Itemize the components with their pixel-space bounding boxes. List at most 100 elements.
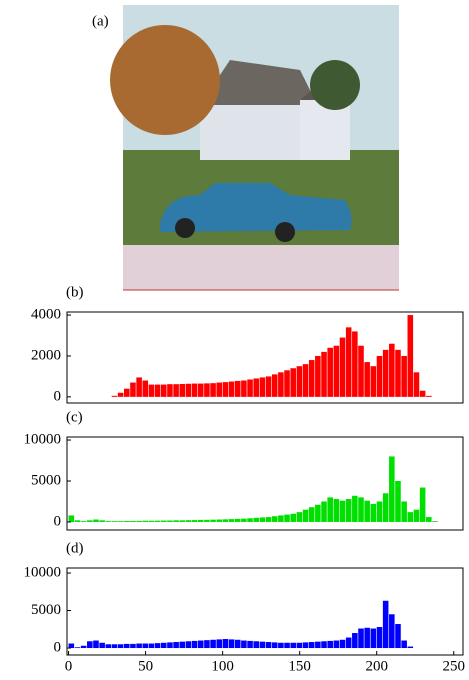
bar: [247, 518, 253, 522]
bar: [253, 641, 259, 648]
bar: [334, 499, 340, 522]
bar: [340, 338, 346, 397]
bar: [334, 641, 340, 649]
y-tick-label: 5000: [31, 602, 61, 618]
bar: [401, 356, 407, 397]
bar: [143, 644, 149, 649]
bar: [383, 350, 389, 397]
bar: [130, 644, 136, 648]
bar: [81, 521, 87, 522]
bar: [290, 514, 296, 522]
bar: [426, 517, 432, 522]
bar: [186, 384, 192, 397]
bar: [321, 352, 327, 397]
bar: [124, 389, 130, 397]
bar: [358, 497, 364, 522]
bar: [284, 370, 290, 397]
bar: [346, 638, 352, 649]
bar: [161, 521, 167, 522]
bar: [241, 641, 247, 649]
bar: [216, 639, 222, 648]
bar: [408, 512, 414, 522]
bar: [136, 377, 142, 396]
bar: [161, 643, 167, 648]
panel-label: (d): [66, 540, 84, 556]
bar: [247, 641, 253, 648]
bar: [229, 519, 235, 522]
bar: [272, 374, 278, 396]
bar: [297, 512, 303, 522]
bar: [297, 366, 303, 397]
bar: [315, 356, 321, 397]
bar: [309, 642, 315, 648]
bar: [155, 521, 161, 522]
bar: [290, 643, 296, 648]
bar: [383, 601, 389, 648]
bar: [81, 646, 87, 648]
bar: [284, 515, 290, 522]
x-tick-label: 50: [138, 658, 153, 674]
bar: [118, 644, 124, 648]
bar: [260, 517, 266, 522]
bar: [272, 516, 278, 522]
bar: [155, 643, 161, 648]
bar: [192, 641, 198, 648]
bar: [260, 642, 266, 648]
figure: (a) (b)020004000(c)0500010000(d)05000100…: [0, 0, 469, 680]
bar: [118, 393, 124, 397]
bar: [266, 642, 272, 648]
bar: [167, 384, 173, 397]
bar: [223, 382, 229, 397]
bar: [395, 481, 401, 522]
x-tick-label: 150: [288, 658, 311, 674]
bar: [198, 641, 204, 649]
bar: [340, 501, 346, 522]
x-tick-label: 250: [443, 658, 466, 674]
bar: [69, 515, 75, 522]
bar: [377, 501, 383, 521]
bar: [352, 633, 358, 648]
bar: [192, 520, 198, 522]
image-label: (a): [92, 13, 109, 29]
bar: [210, 520, 216, 522]
bar: [173, 520, 179, 522]
bar: [401, 641, 407, 649]
bar: [136, 644, 142, 649]
bar: [198, 520, 204, 522]
bar: [216, 383, 222, 397]
bar: [247, 379, 253, 396]
bar: [340, 640, 346, 648]
bar: [364, 628, 370, 648]
bar: [371, 629, 377, 649]
bar: [303, 642, 309, 648]
bar: [179, 520, 185, 522]
y-tick-label: 0: [54, 388, 62, 404]
bar: [364, 501, 370, 522]
x-tick-label: 100: [211, 658, 234, 674]
bar: [241, 381, 247, 397]
bar: [278, 515, 284, 522]
bar: [130, 521, 136, 522]
bar: [210, 383, 216, 397]
bar: [371, 504, 377, 522]
bar: [161, 385, 167, 397]
bar: [210, 640, 216, 648]
panel-label: (b): [66, 284, 84, 300]
bar: [327, 497, 333, 522]
bar: [192, 384, 198, 397]
bar: [136, 521, 142, 522]
bar: [272, 642, 278, 648]
bar: [75, 647, 81, 648]
bar: [358, 629, 364, 649]
x-tick-label: 200: [365, 658, 388, 674]
bar: [173, 642, 179, 648]
bar: [383, 493, 389, 522]
y-tick-label: 4000: [31, 307, 61, 323]
bar: [389, 456, 395, 522]
bar: [223, 519, 229, 522]
bar: [426, 396, 432, 397]
y-tick-label: 10000: [24, 431, 62, 447]
y-tick-label: 10000: [24, 564, 62, 580]
bar: [204, 383, 210, 396]
bar: [364, 362, 370, 397]
